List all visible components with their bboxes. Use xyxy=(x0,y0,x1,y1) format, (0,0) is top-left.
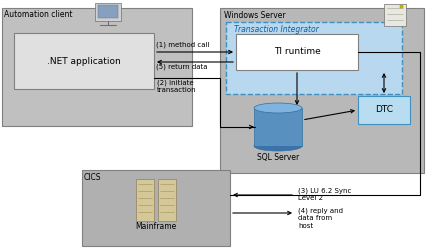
Text: Windows Server: Windows Server xyxy=(224,11,285,20)
Bar xyxy=(158,179,176,221)
Bar xyxy=(82,170,230,246)
Text: (3) LU 6.2 Sync
Level 2: (3) LU 6.2 Sync Level 2 xyxy=(298,188,351,202)
Text: .NET application: .NET application xyxy=(47,56,121,66)
Bar xyxy=(2,8,192,126)
Bar xyxy=(254,108,302,146)
Text: Mainframe: Mainframe xyxy=(135,222,177,231)
Bar xyxy=(220,8,424,173)
Bar xyxy=(236,34,358,70)
Text: Transaction Integrator: Transaction Integrator xyxy=(234,25,319,34)
Text: TI runtime: TI runtime xyxy=(273,48,321,56)
Text: SQL Server: SQL Server xyxy=(257,153,299,162)
Text: Automation client: Automation client xyxy=(4,10,72,19)
Text: CICS: CICS xyxy=(84,173,101,182)
Text: (1) method call: (1) method call xyxy=(156,42,209,48)
Bar xyxy=(400,5,403,8)
Bar xyxy=(136,179,154,221)
Text: (4) reply and
data from
host: (4) reply and data from host xyxy=(298,208,343,229)
Bar xyxy=(384,4,406,26)
Text: (2) initiate
transaction: (2) initiate transaction xyxy=(157,80,196,94)
Bar xyxy=(95,3,121,21)
Text: DTC: DTC xyxy=(375,106,393,114)
Bar xyxy=(358,96,410,124)
Bar xyxy=(98,5,118,18)
Ellipse shape xyxy=(254,141,302,151)
Ellipse shape xyxy=(254,103,302,113)
Text: (5) return data: (5) return data xyxy=(156,63,208,70)
Bar xyxy=(14,33,154,89)
Bar xyxy=(226,22,402,94)
